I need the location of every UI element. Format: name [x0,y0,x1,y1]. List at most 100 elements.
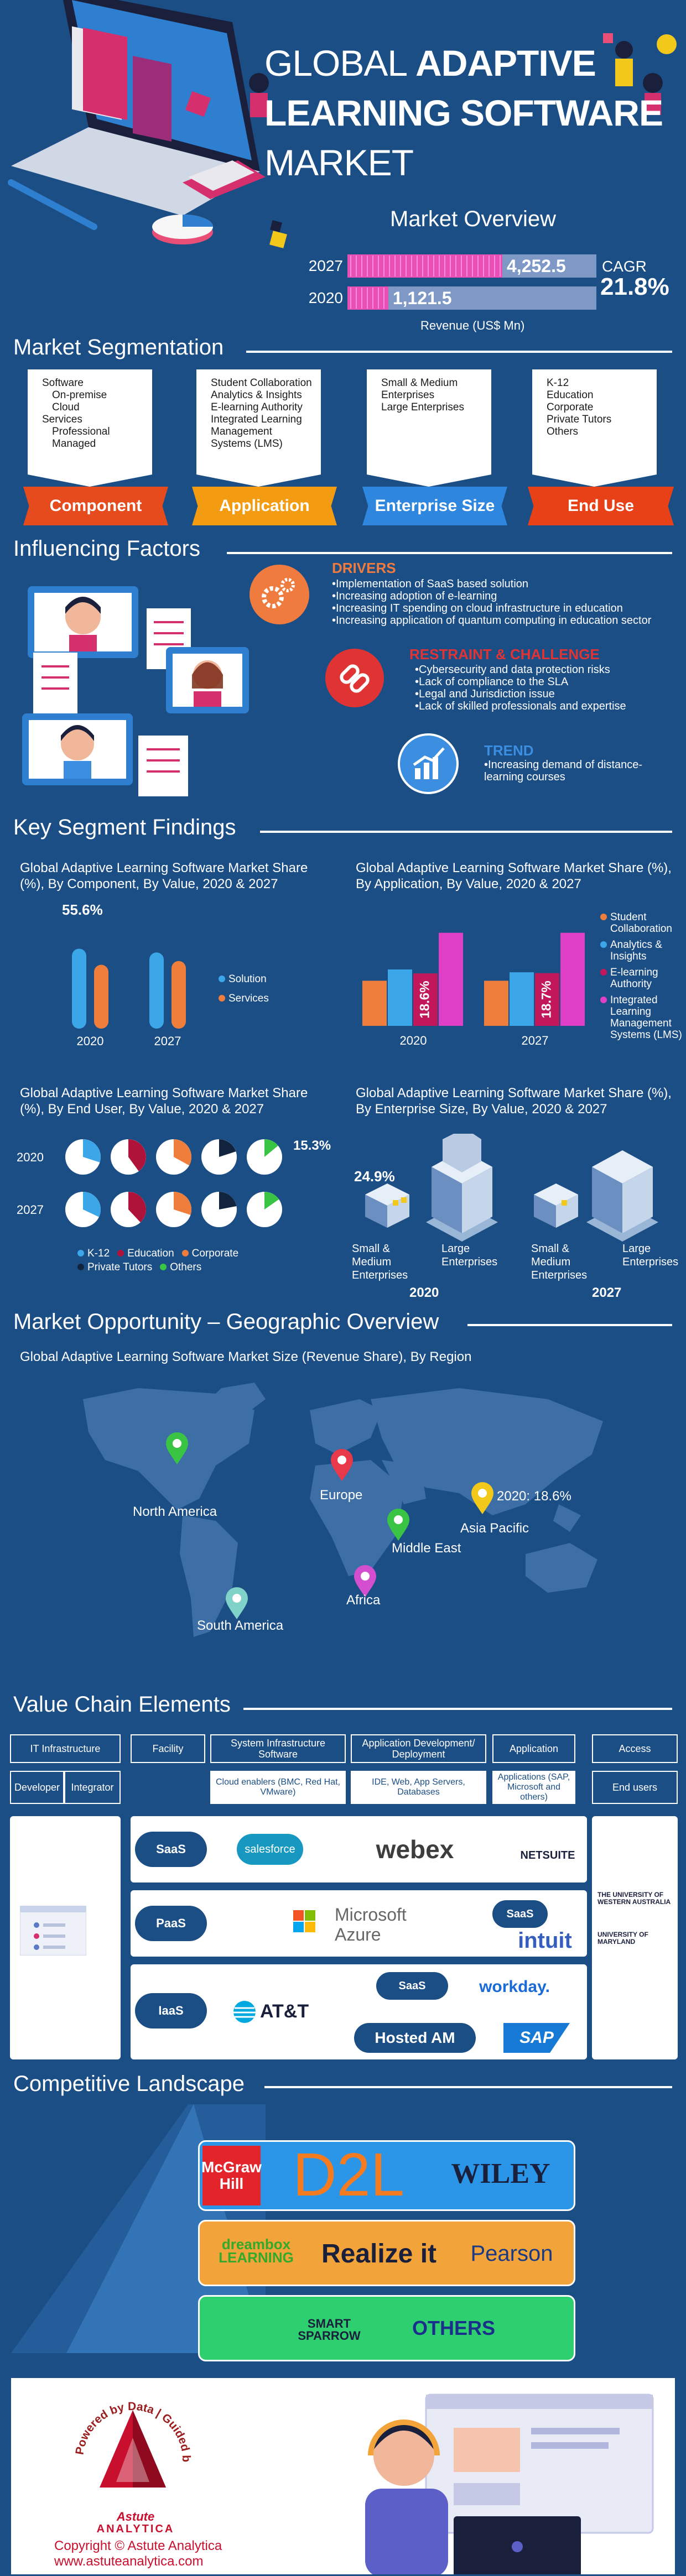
drivers-item: Increasing IT spending on cloud infrastr… [332,602,675,614]
dreambox-logo: dreambox LEARNING [219,2236,294,2266]
link-icon [325,649,384,707]
world-map [83,1383,603,1637]
legend-education: Education [117,1248,174,1259]
africa-shape [310,1460,404,1576]
vc-sub-applications: Applications (SAP, Microsoft and others) [492,1771,575,1804]
map-pin-shape [331,1449,353,1481]
enterprise-year-2027: 2027 [592,1285,622,1300]
mcgraw-hill-logo: McGraw Hill [201,2146,262,2205]
gear-icon [250,565,309,624]
overview-title: Market Overview [390,207,557,231]
title-light: GLOBAL [264,43,407,84]
segment-item: On-premise [52,389,107,401]
vc-head-access: Access [592,1734,678,1763]
vc-head-it-infrastructure: IT Infrastructure [10,1734,121,1763]
application-chart: 18.6% 2020 18.7% 2027 [362,932,585,1047]
overview-unit: Revenue (US$ Mn) [420,319,525,332]
map-pin-icon [331,1449,353,1481]
application-bar [388,969,412,1026]
section-divider [246,351,672,353]
others-label: OTHERS [412,2317,495,2339]
component-bar-services [94,964,108,1029]
overview-chart: 2027 4,252.5 2020 1,121.5 [303,249,602,312]
wiley-logo: WILEY [451,2157,550,2189]
segment-item: Managed [52,438,96,450]
component-legend: Solution Services [219,973,269,1004]
map-pin-icon [354,1565,376,1597]
component-chart: 2020 2027 [72,948,186,1048]
legend-k12: K-12 [77,1248,110,1259]
component-bar-services [172,961,186,1029]
map-pin-dot [337,1456,346,1464]
vc-head-system-software: System Infrastructure Software [210,1734,346,1763]
trend-item: Increasing demand of distance-learning c… [484,759,661,783]
sme-label-2020: Small & Medium Enterprises [352,1243,408,1281]
vc-sub-integrator: Integrator [64,1771,121,1804]
geo-subtitle: Global Adaptive Learning Software Market… [20,1349,472,1364]
application-bar [535,973,559,1026]
segment-item: Student Collaboration [211,377,312,389]
footer-illustration [365,2394,654,2574]
tier1-box [198,2140,575,2211]
overview-year-label: 2027 [309,257,343,274]
component-bar-solution [72,948,86,1029]
legend-corporate: Corporate [181,1248,238,1259]
region-label: South America [197,1618,284,1633]
application-bar [484,981,508,1026]
factors-illustration [22,586,249,796]
legend-solution: Solution [219,973,269,985]
region-label: North America [133,1504,217,1519]
pie-slice-corporate [174,1192,191,1215]
application-x-label: 2027 [522,1034,549,1047]
component-chart-title: Global Adaptive Learning Software Market… [20,861,308,891]
enterprise-highlight: 24.9% [354,1168,395,1185]
enduser-legend: K-12 Education Corporate Private Tutors … [77,1248,254,1273]
segment-item: Private Tutors [547,414,612,425]
legend-analytics: Analytics & Insights [600,939,683,962]
vc-access-panel [592,1816,678,2059]
main-title: GLOBAL ADAPTIVE [264,43,596,83]
building-icon-large-2027 [586,1150,658,1242]
map-pin-shape [354,1565,376,1597]
geo-title: Market Opportunity – Geographic Overview [13,1310,439,1334]
enduser-highlight: 15.3% [293,1138,331,1153]
restraints-item: Lack of skilled professionals and expert… [415,700,675,712]
pie-slice-education [128,1192,146,1223]
legend-others: Others [160,1261,201,1273]
map-pin-dot [361,1572,370,1581]
pearson-logo: Pearson [470,2241,553,2266]
application-bar [413,973,438,1026]
vc-head-facility: Facility [131,1734,205,1763]
map-pin-dot [478,1489,487,1498]
map-pin-dot [394,1515,403,1524]
att-globe-icon [233,2001,256,2023]
enterprise-buildings [365,1134,658,1242]
developer-screen-icon [20,1906,86,1956]
drivers-list: Implementation of SaaS based solutionInc… [332,578,675,627]
vc-sub-developer: Developer [10,1771,64,1804]
component-x-label: 2020 [77,1034,104,1048]
application-bar [362,981,387,1026]
large-label-2020: Large Enterprises [441,1243,498,1268]
map-pin-shape [226,1587,248,1619]
website-link[interactable]: www.astuteanalytica.com [54,2554,204,2569]
uwa-logo: THE UNIVERSITY OF WESTERN AUSTRALIA [597,1891,671,1906]
netsuite-logo: NETSUITE [520,1849,575,1861]
segment-item: Analytics & Insights [211,389,302,401]
segment-item: Software [42,377,84,389]
segment-note-2: Small & Medium Enterprises Large Enterpri… [367,369,491,487]
component-x-label: 2027 [154,1034,181,1048]
component-highlight: 55.6% [62,901,103,918]
vc-head-app-development: Application Development/ Deployment [351,1734,486,1763]
brand-name: Astute [116,2510,155,2523]
building-icon-sme-2027 [534,1183,578,1228]
intuit-logo: intuit [518,1928,572,1953]
building-icon-large-2020 [426,1134,498,1242]
section-divider [227,552,672,554]
restraints-item: Lack of compliance to the SLA [415,676,675,688]
microsoft-icon [293,1910,315,1932]
application-x-label: 2020 [400,1034,427,1047]
legend-elearning: E-learning Authority [600,967,683,990]
map-pin-shape [387,1509,409,1541]
section-divider [264,2086,672,2088]
